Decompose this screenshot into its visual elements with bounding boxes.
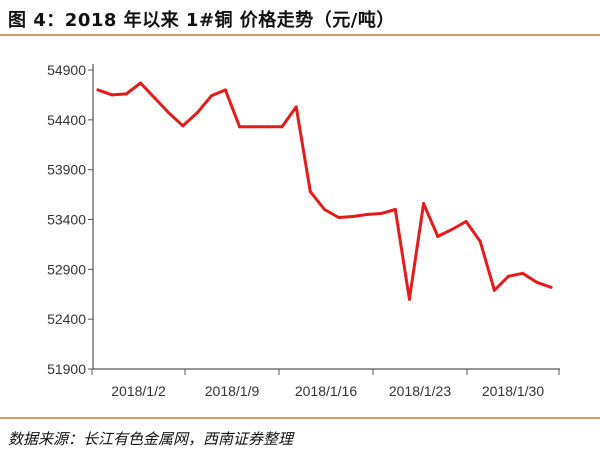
data-point	[535, 280, 539, 284]
data-point	[436, 234, 440, 238]
y-tick-label: 53900	[47, 162, 86, 178]
x-tick-label: 2018/1/16	[295, 383, 357, 399]
chart-title: 图 4：2018 年以来 1#铜 价格走势（元/吨）	[8, 10, 395, 31]
chart-axes	[92, 64, 560, 370]
data-point	[195, 111, 199, 115]
data-point	[521, 271, 525, 275]
price-line	[96, 81, 553, 301]
y-tick-label: 52900	[47, 261, 86, 277]
y-tick-label: 54900	[47, 62, 86, 78]
data-point	[422, 202, 426, 206]
source-note: 数据来源：长江有色金属网，西南证券整理	[8, 430, 294, 448]
data-point	[351, 215, 355, 219]
data-point	[167, 111, 171, 115]
data-point	[153, 96, 157, 100]
data-point	[323, 208, 326, 212]
data-point	[252, 125, 256, 129]
x-axis-ticks: 2018/1/2 2018/1/9 2018/1/16 2018/1/23 2018/1…	[91, 369, 560, 399]
y-tick-label: 52400	[47, 311, 86, 327]
x-tick-label: 2018/1/30	[482, 383, 544, 399]
data-point	[450, 227, 454, 231]
data-point	[138, 81, 142, 85]
data-point	[96, 88, 100, 92]
data-point	[181, 124, 185, 128]
data-point	[238, 125, 242, 129]
y-tick-label: 51900	[47, 361, 86, 377]
data-point	[492, 288, 496, 292]
y-tick-label: 54400	[47, 112, 86, 128]
data-point	[549, 285, 553, 289]
data-point	[365, 213, 369, 217]
data-point	[294, 105, 298, 109]
y-tick-label: 53400	[47, 212, 86, 228]
data-point	[266, 125, 270, 129]
data-point	[379, 212, 383, 216]
data-point	[478, 239, 482, 243]
data-point	[124, 92, 128, 96]
data-point	[393, 208, 397, 212]
chart-series	[96, 81, 553, 301]
data-point	[209, 94, 213, 98]
y-axis-ticks: 51900 52400 52900 53400 53900 54400 54900	[47, 62, 93, 377]
data-point	[110, 93, 114, 97]
x-tick-label: 2018/1/9	[205, 383, 260, 399]
data-point	[337, 216, 341, 220]
footer-divider	[0, 417, 600, 419]
data-point	[464, 219, 468, 223]
data-point	[280, 125, 284, 129]
title-divider	[0, 34, 600, 36]
data-point	[407, 297, 411, 301]
data-point	[223, 88, 227, 92]
x-tick-label: 2018/1/23	[389, 383, 451, 399]
data-point	[507, 274, 511, 278]
x-tick-label: 2018/1/2	[111, 383, 166, 399]
data-point	[308, 190, 312, 194]
